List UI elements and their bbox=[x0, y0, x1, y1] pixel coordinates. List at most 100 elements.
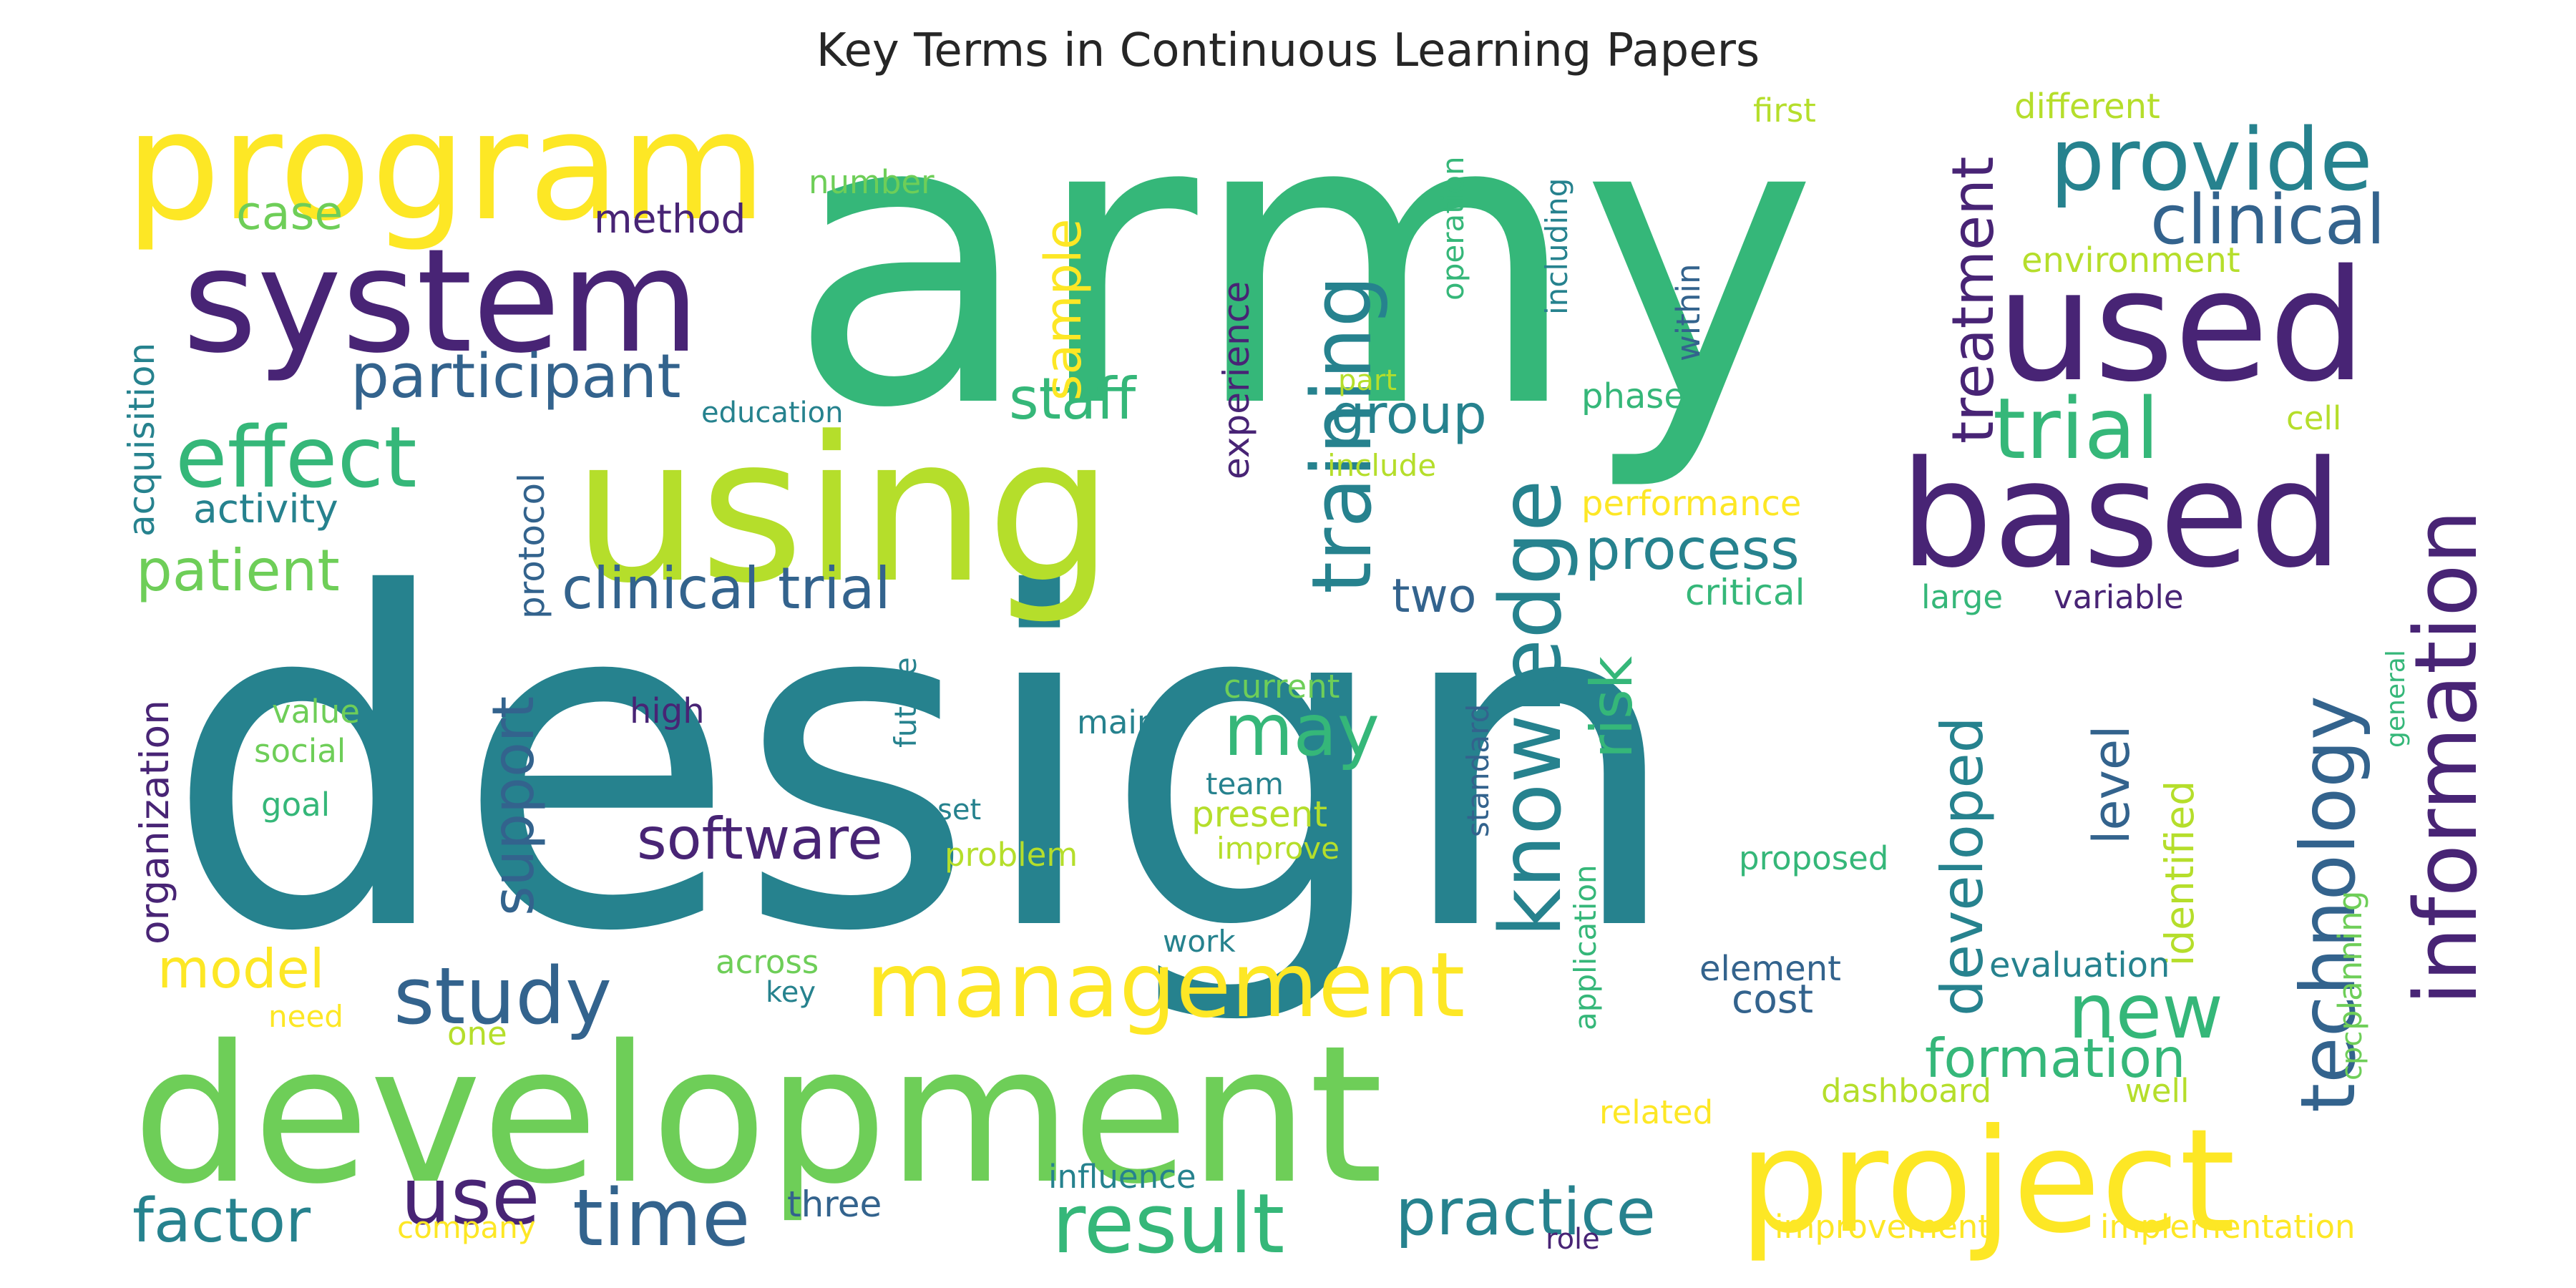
word-risk: risk bbox=[1579, 655, 1645, 758]
word-used: used bbox=[1996, 236, 2366, 416]
word-may: may bbox=[1224, 688, 1380, 772]
word-related: related bbox=[1599, 1093, 1713, 1131]
word-staff: staff bbox=[1009, 366, 1137, 432]
word-proposed: proposed bbox=[1739, 839, 1888, 877]
word-future: future bbox=[888, 657, 923, 748]
word-development: development bbox=[132, 1005, 1383, 1226]
word-time: time bbox=[572, 1172, 751, 1264]
word-knowledge: knowledge bbox=[1481, 479, 1580, 937]
word-variable: variable bbox=[2054, 578, 2184, 616]
word-across: across bbox=[716, 943, 819, 981]
word-patient: patient bbox=[136, 537, 340, 604]
word-two: two bbox=[1392, 570, 1476, 623]
word-developed: developed bbox=[1929, 716, 1996, 1016]
word-phase: phase bbox=[1581, 376, 1685, 416]
word-dashboard: dashboard bbox=[1821, 1072, 1991, 1110]
word-technology: technology bbox=[2285, 696, 2372, 1113]
word-group: group bbox=[1331, 383, 1487, 446]
word-social: social bbox=[254, 732, 346, 770]
word-cpc: cpc bbox=[2336, 1031, 2368, 1080]
word-general: general bbox=[2381, 650, 2411, 748]
word-case: case bbox=[236, 187, 343, 240]
word-current: current bbox=[1224, 668, 1340, 706]
word-high: high bbox=[630, 691, 705, 731]
word-standard: standard bbox=[1460, 704, 1496, 837]
word-cell: cell bbox=[2286, 399, 2341, 437]
word-different: different bbox=[2014, 87, 2160, 127]
word-critical: critical bbox=[1685, 572, 1805, 613]
word-part: part bbox=[1338, 364, 1397, 397]
word-large: large bbox=[1921, 578, 2003, 616]
word-company: company bbox=[397, 1210, 536, 1245]
word-application: application bbox=[1568, 864, 1603, 1030]
word-acquisition: acquisition bbox=[121, 343, 162, 537]
word-improvement: improvement bbox=[1775, 1208, 1991, 1246]
word-organization: organization bbox=[132, 700, 177, 945]
word-one: one bbox=[447, 1015, 507, 1053]
word-participant: participant bbox=[351, 341, 681, 412]
word-number: number bbox=[809, 163, 935, 201]
word-trial: trial bbox=[1993, 379, 2160, 478]
word-well: well bbox=[2125, 1072, 2190, 1110]
word-effect: effect bbox=[175, 408, 417, 507]
word-set: set bbox=[937, 794, 981, 826]
word-need: need bbox=[268, 999, 343, 1034]
word-evaluation: evaluation bbox=[1989, 945, 2170, 985]
word-main: main bbox=[1077, 703, 1157, 741]
word-formation: formation bbox=[1925, 1027, 2186, 1090]
word-performance: performance bbox=[1581, 484, 1801, 524]
word-sample: sample bbox=[1034, 218, 1093, 401]
word-include: include bbox=[1327, 448, 1436, 483]
word-role: role bbox=[1546, 1223, 1600, 1256]
word-new: new bbox=[2068, 968, 2223, 1055]
word-project: project bbox=[1739, 1098, 2235, 1265]
word-using: using bbox=[572, 394, 1113, 628]
word-result: result bbox=[1052, 1176, 1284, 1272]
word-provide: provide bbox=[2050, 111, 2373, 210]
word-factor: factor bbox=[132, 1186, 311, 1257]
word-improve: improve bbox=[1216, 831, 1340, 866]
word-army: army bbox=[787, 29, 1818, 496]
word-design: design bbox=[165, 498, 1684, 1031]
word-first: first bbox=[1753, 92, 1816, 130]
word-program: program bbox=[125, 79, 766, 254]
word-training: training bbox=[1294, 275, 1390, 594]
word-based: based bbox=[1900, 430, 2343, 600]
word-level: level bbox=[2082, 726, 2141, 844]
word-implementation: implementation bbox=[2100, 1208, 2356, 1246]
word-cost: cost bbox=[1732, 976, 1813, 1022]
word-management: management bbox=[866, 934, 1465, 1038]
word-problem: problem bbox=[945, 836, 1078, 874]
word-environment: environment bbox=[2021, 240, 2240, 280]
word-clinical: clinical bbox=[2150, 181, 2385, 260]
word-activity: activity bbox=[193, 486, 338, 532]
word-team: team bbox=[1206, 766, 1284, 801]
word-use: use bbox=[401, 1151, 540, 1242]
word-study: study bbox=[394, 950, 612, 1042]
word-education: education bbox=[701, 396, 843, 429]
chart-title: Key Terms in Continuous Learning Papers bbox=[816, 24, 1760, 77]
word-method: method bbox=[594, 196, 746, 242]
word-three: three bbox=[787, 1184, 882, 1225]
word-operation: operation bbox=[1435, 156, 1470, 301]
word-goal: goal bbox=[261, 786, 330, 824]
word-element: element bbox=[1699, 949, 1841, 989]
word-model: model bbox=[157, 937, 325, 1000]
word-identified: identified bbox=[2157, 781, 2202, 966]
word-experience: experience bbox=[1216, 281, 1257, 479]
word-planning: planning bbox=[2331, 891, 2369, 1030]
word-system: system bbox=[182, 218, 700, 385]
word-software: software bbox=[637, 806, 883, 872]
word-practice: practice bbox=[1395, 1175, 1656, 1250]
word-influence: influence bbox=[1048, 1158, 1196, 1196]
word-process: process bbox=[1585, 518, 1800, 582]
word-including: including bbox=[1539, 178, 1574, 315]
word-protocol: protocol bbox=[511, 473, 552, 619]
word-support: support bbox=[480, 696, 547, 916]
word-within: within bbox=[1669, 264, 1707, 362]
word-present: present bbox=[1191, 794, 1327, 835]
word-key: key bbox=[766, 976, 816, 1009]
word-treatment: treatment bbox=[1940, 157, 2006, 444]
word-clinical-trial: clinical trial bbox=[562, 555, 891, 622]
